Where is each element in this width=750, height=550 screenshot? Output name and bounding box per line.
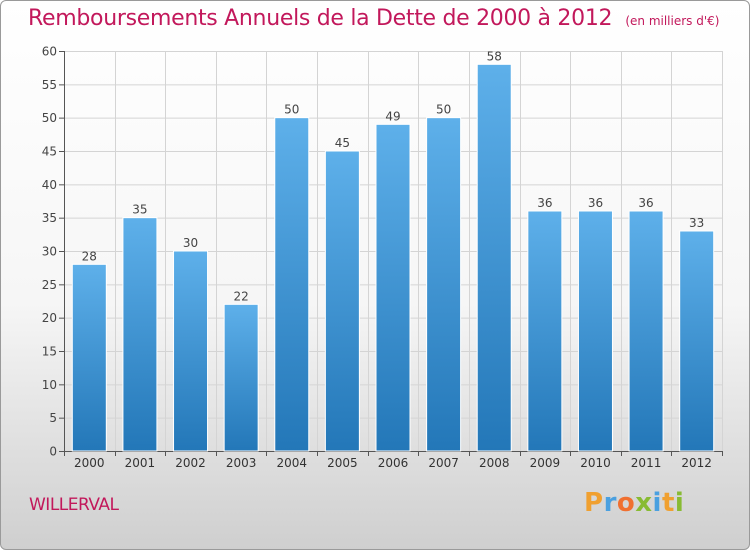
bar-2004[interactable] [274, 117, 310, 452]
bar-value-label: 50 [284, 103, 299, 117]
x-tick-label: 2006 [378, 456, 409, 470]
y-tick-label: 25 [42, 278, 57, 292]
commune-name: WILLERVAL [29, 495, 119, 515]
y-tick-label: 15 [42, 345, 57, 359]
bar-value-label: 50 [436, 103, 451, 117]
logo-letter: i [652, 488, 662, 518]
bar-2000[interactable] [71, 263, 107, 452]
y-tick-label: 55 [42, 78, 57, 92]
x-tick-label: 2010 [580, 456, 611, 470]
bar-2003[interactable] [223, 303, 259, 452]
bar-value-label: 28 [82, 249, 97, 263]
y-tick-label: 0 [49, 445, 57, 459]
bar-2006[interactable] [375, 123, 411, 452]
x-tick-label: 2007 [428, 456, 459, 470]
bars [71, 63, 715, 452]
bar-2005[interactable] [324, 150, 360, 452]
x-tick-label: 2008 [479, 456, 510, 470]
y-tick-label: 50 [42, 111, 57, 125]
x-tick-label: 2000 [74, 456, 105, 470]
x-tick-label: 2002 [175, 456, 206, 470]
bar-2007[interactable] [426, 117, 462, 452]
bar-value-label: 33 [689, 216, 704, 230]
x-tick-label: 2001 [125, 456, 156, 470]
y-tick-label: 60 [42, 45, 57, 59]
y-tick-label: 40 [42, 178, 57, 192]
y-tick-label: 10 [42, 378, 57, 392]
bar-value-label: 45 [335, 136, 350, 150]
logo-letter: o [616, 488, 636, 518]
y-tick-label: 30 [42, 245, 57, 259]
bar-value-label: 58 [487, 49, 502, 63]
x-tick-label: 2003 [226, 456, 257, 470]
bar-2002[interactable] [173, 250, 209, 452]
bar-2012[interactable] [679, 230, 715, 452]
bar-2001[interactable] [122, 217, 158, 452]
chart-title: Remboursements Annuels de la Dette de 20… [28, 6, 613, 31]
x-tick-label: 2012 [681, 456, 712, 470]
y-tick-label: 35 [42, 211, 57, 225]
logo-letter: x [635, 488, 653, 518]
bar-2008[interactable] [476, 63, 512, 452]
bar-value-label: 35 [132, 203, 147, 217]
chart-title-area: Remboursements Annuels de la Dette de 20… [28, 6, 719, 31]
logo-letter: r [603, 488, 617, 518]
bar-value-label: 49 [385, 109, 400, 123]
logo-letter: P [584, 488, 604, 518]
bar-value-label: 22 [234, 289, 249, 303]
y-tick-label: 20 [42, 311, 57, 325]
logo-letter: i [674, 488, 685, 518]
bar-value-label: 30 [183, 236, 198, 250]
bar-value-label: 36 [537, 196, 552, 210]
bar-value-label: 36 [638, 196, 653, 210]
x-tick-label: 2005 [327, 456, 358, 470]
x-tick-label: 2011 [631, 456, 662, 470]
y-tick-label: 45 [42, 145, 57, 159]
bar-2010[interactable] [577, 210, 613, 452]
bar-value-label: 36 [588, 196, 603, 210]
proxiti-logo[interactable]: Proxiti [584, 488, 684, 518]
bar-2009[interactable] [527, 210, 563, 452]
logo-letter: t [661, 488, 675, 518]
chart-subtitle: (en milliers d'€) [625, 14, 720, 28]
x-tick-label: 2009 [530, 456, 561, 470]
bar-2011[interactable] [628, 210, 664, 452]
y-tick-label: 5 [49, 411, 57, 425]
labels: 0 5 10 15 20 25 30 35 40 45 50 55 60 28 2000 35 2001 30 20… [42, 45, 712, 471]
x-tick-label: 2004 [276, 456, 307, 470]
